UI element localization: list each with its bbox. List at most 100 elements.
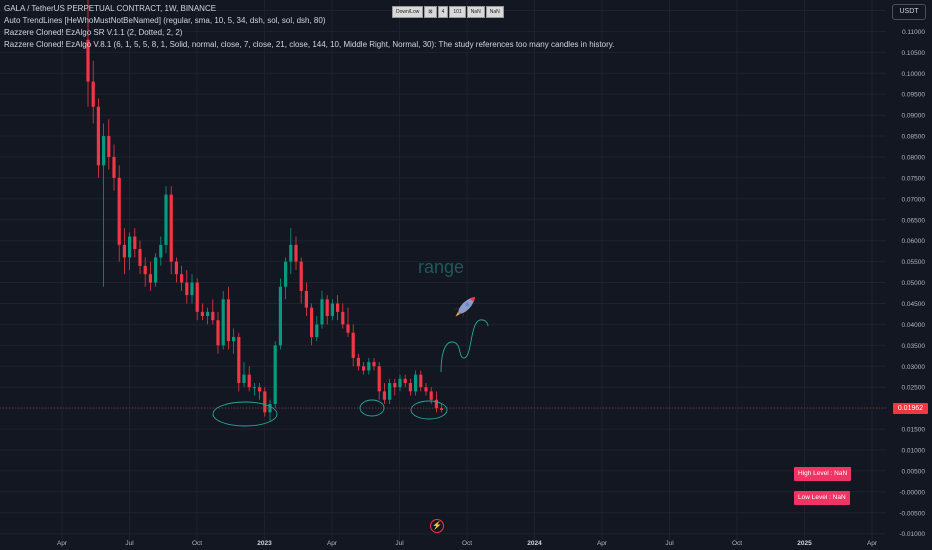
- candle-body: [393, 383, 397, 388]
- candle-body: [211, 311, 215, 321]
- y-tick-label: 0.10000: [902, 71, 926, 78]
- candle-body: [159, 244, 163, 258]
- y-tick-label: 0.09000: [902, 113, 926, 120]
- candle-body: [351, 332, 355, 358]
- circle-drawing-3: [410, 400, 448, 420]
- y-tick-label: 0.07000: [902, 196, 926, 203]
- y-tick-label: 0.05500: [902, 259, 926, 266]
- candle-body: [356, 357, 360, 367]
- legend-symbol[interactable]: GALA / TetherUS PERPETUAL CONTRACT, 1W, …: [4, 4, 217, 13]
- candle-body: [180, 274, 184, 283]
- y-tick-label: 0.09500: [902, 92, 926, 99]
- tradingview-logo-icon[interactable]: ⚡: [430, 519, 444, 533]
- candle-body: [242, 374, 246, 384]
- circle-drawing-1: [212, 401, 278, 427]
- y-tick-label: -0.00000: [899, 489, 925, 496]
- topbar-cell-6: NaN: [485, 6, 504, 18]
- x-tick-label: Apr: [867, 540, 878, 547]
- candle-body: [190, 282, 194, 296]
- legend-indicator-sr[interactable]: Razzere Cloned! EzAlgo SR V.1.1 (2, Dott…: [4, 28, 183, 37]
- y-tick-label: 0.00500: [902, 468, 926, 475]
- candle-body: [424, 387, 428, 392]
- y-tick-label: 0.08000: [902, 154, 926, 161]
- legend-indicator-trendlines[interactable]: Auto TrendLines [HeWhoMustNotBeNamed] (r…: [4, 16, 326, 25]
- drawings: [212, 319, 489, 427]
- y-tick-label: 0.05000: [902, 280, 926, 287]
- candle-body: [304, 290, 308, 308]
- chart-legend: GALA / TetherUS PERPETUAL CONTRACT, 1W, …: [4, 3, 614, 51]
- y-tick-label: 0.06000: [902, 238, 926, 245]
- candle-body: [200, 311, 204, 317]
- x-tick-label: Apr: [597, 540, 608, 547]
- low-level-label: Low Level : NaN: [794, 491, 850, 505]
- candle-body: [330, 303, 334, 317]
- last-price-tag: 0.01962: [893, 403, 928, 414]
- x-tick-label: Jul: [125, 540, 134, 547]
- y-tick-label: 0.06500: [902, 217, 926, 224]
- currency-button[interactable]: USDT: [892, 4, 926, 20]
- candle-body: [367, 362, 371, 371]
- candle-body: [320, 299, 324, 325]
- y-tick-label: 0.02500: [902, 385, 926, 392]
- candle-body: [112, 156, 116, 178]
- y-tick-label: 0.03500: [902, 343, 926, 350]
- candle-body: [258, 387, 262, 392]
- candle-body: [102, 136, 106, 166]
- candle-body: [107, 136, 111, 157]
- candle-body: [195, 282, 199, 312]
- candle-body: [325, 299, 329, 317]
- candle-body: [133, 236, 137, 250]
- indicator-table: Down/Low ⊠ 4 101 NaN NaN: [392, 6, 504, 18]
- candle-body: [299, 261, 303, 291]
- candle-body: [278, 286, 282, 346]
- x-tick-label: 2023: [257, 540, 272, 547]
- circle-drawing-2: [359, 399, 385, 417]
- y-tick-label: 0.11000: [902, 29, 925, 36]
- topbar-cell-5: NaN: [466, 6, 485, 18]
- candle-body: [86, 39, 90, 82]
- candle-body: [263, 391, 267, 413]
- candle-body: [398, 378, 402, 388]
- candles: [86, 0, 444, 421]
- candle-body: [414, 374, 418, 392]
- candle-body: [164, 194, 168, 245]
- y-tick-label: 0.01000: [902, 448, 926, 455]
- x-tick-label: Oct: [462, 540, 472, 547]
- candle-body: [362, 366, 366, 371]
- candle-body: [294, 244, 298, 262]
- candle-body: [117, 177, 121, 245]
- x-axis[interactable]: Apr Jul Oct 2023 Apr Jul Oct 2024 Apr Jul Oct 2025 A…: [57, 540, 878, 547]
- candle-body: [169, 194, 173, 262]
- high-level-label: High Level : NaN: [794, 467, 852, 481]
- candle-body: [440, 408, 444, 410]
- y-tick-label: -0.00500: [899, 510, 925, 517]
- x-tick-label: Jul: [665, 540, 674, 547]
- candle-body: [315, 324, 319, 337]
- topbar-cell-2: ⊠: [424, 6, 437, 18]
- candle-body: [408, 383, 412, 392]
- candle-body: [143, 265, 147, 275]
- candle-body: [96, 106, 100, 166]
- y-tick-label: 0.04500: [902, 301, 926, 308]
- candle-body: [122, 244, 126, 258]
- candle-body: [388, 383, 392, 400]
- y-axis[interactable]: 0.115000.110000.105000.100000.095000.090…: [899, 8, 925, 538]
- candle-body: [372, 362, 376, 367]
- x-tick-label: 2025: [797, 540, 812, 547]
- candle-body: [382, 391, 386, 400]
- y-tick-label: 0.08500: [902, 134, 926, 141]
- candle-body: [336, 303, 340, 312]
- legend-indicator-ezalgo[interactable]: Razzere Cloned! EzAlgo V.8.1 (6, 1, 5, 5…: [4, 40, 615, 49]
- candle-body: [310, 307, 314, 337]
- grid: [0, 0, 886, 540]
- x-tick-label: Apr: [327, 540, 338, 547]
- y-tick-label: 0.10500: [902, 50, 926, 57]
- x-tick-label: Oct: [192, 540, 202, 547]
- topbar-cell-4: 101: [449, 6, 466, 18]
- candle-body: [247, 374, 251, 388]
- candle-body: [154, 257, 158, 283]
- candle-body: [185, 282, 189, 296]
- candle-body: [148, 274, 152, 283]
- range-text-annotation: range: [418, 257, 465, 277]
